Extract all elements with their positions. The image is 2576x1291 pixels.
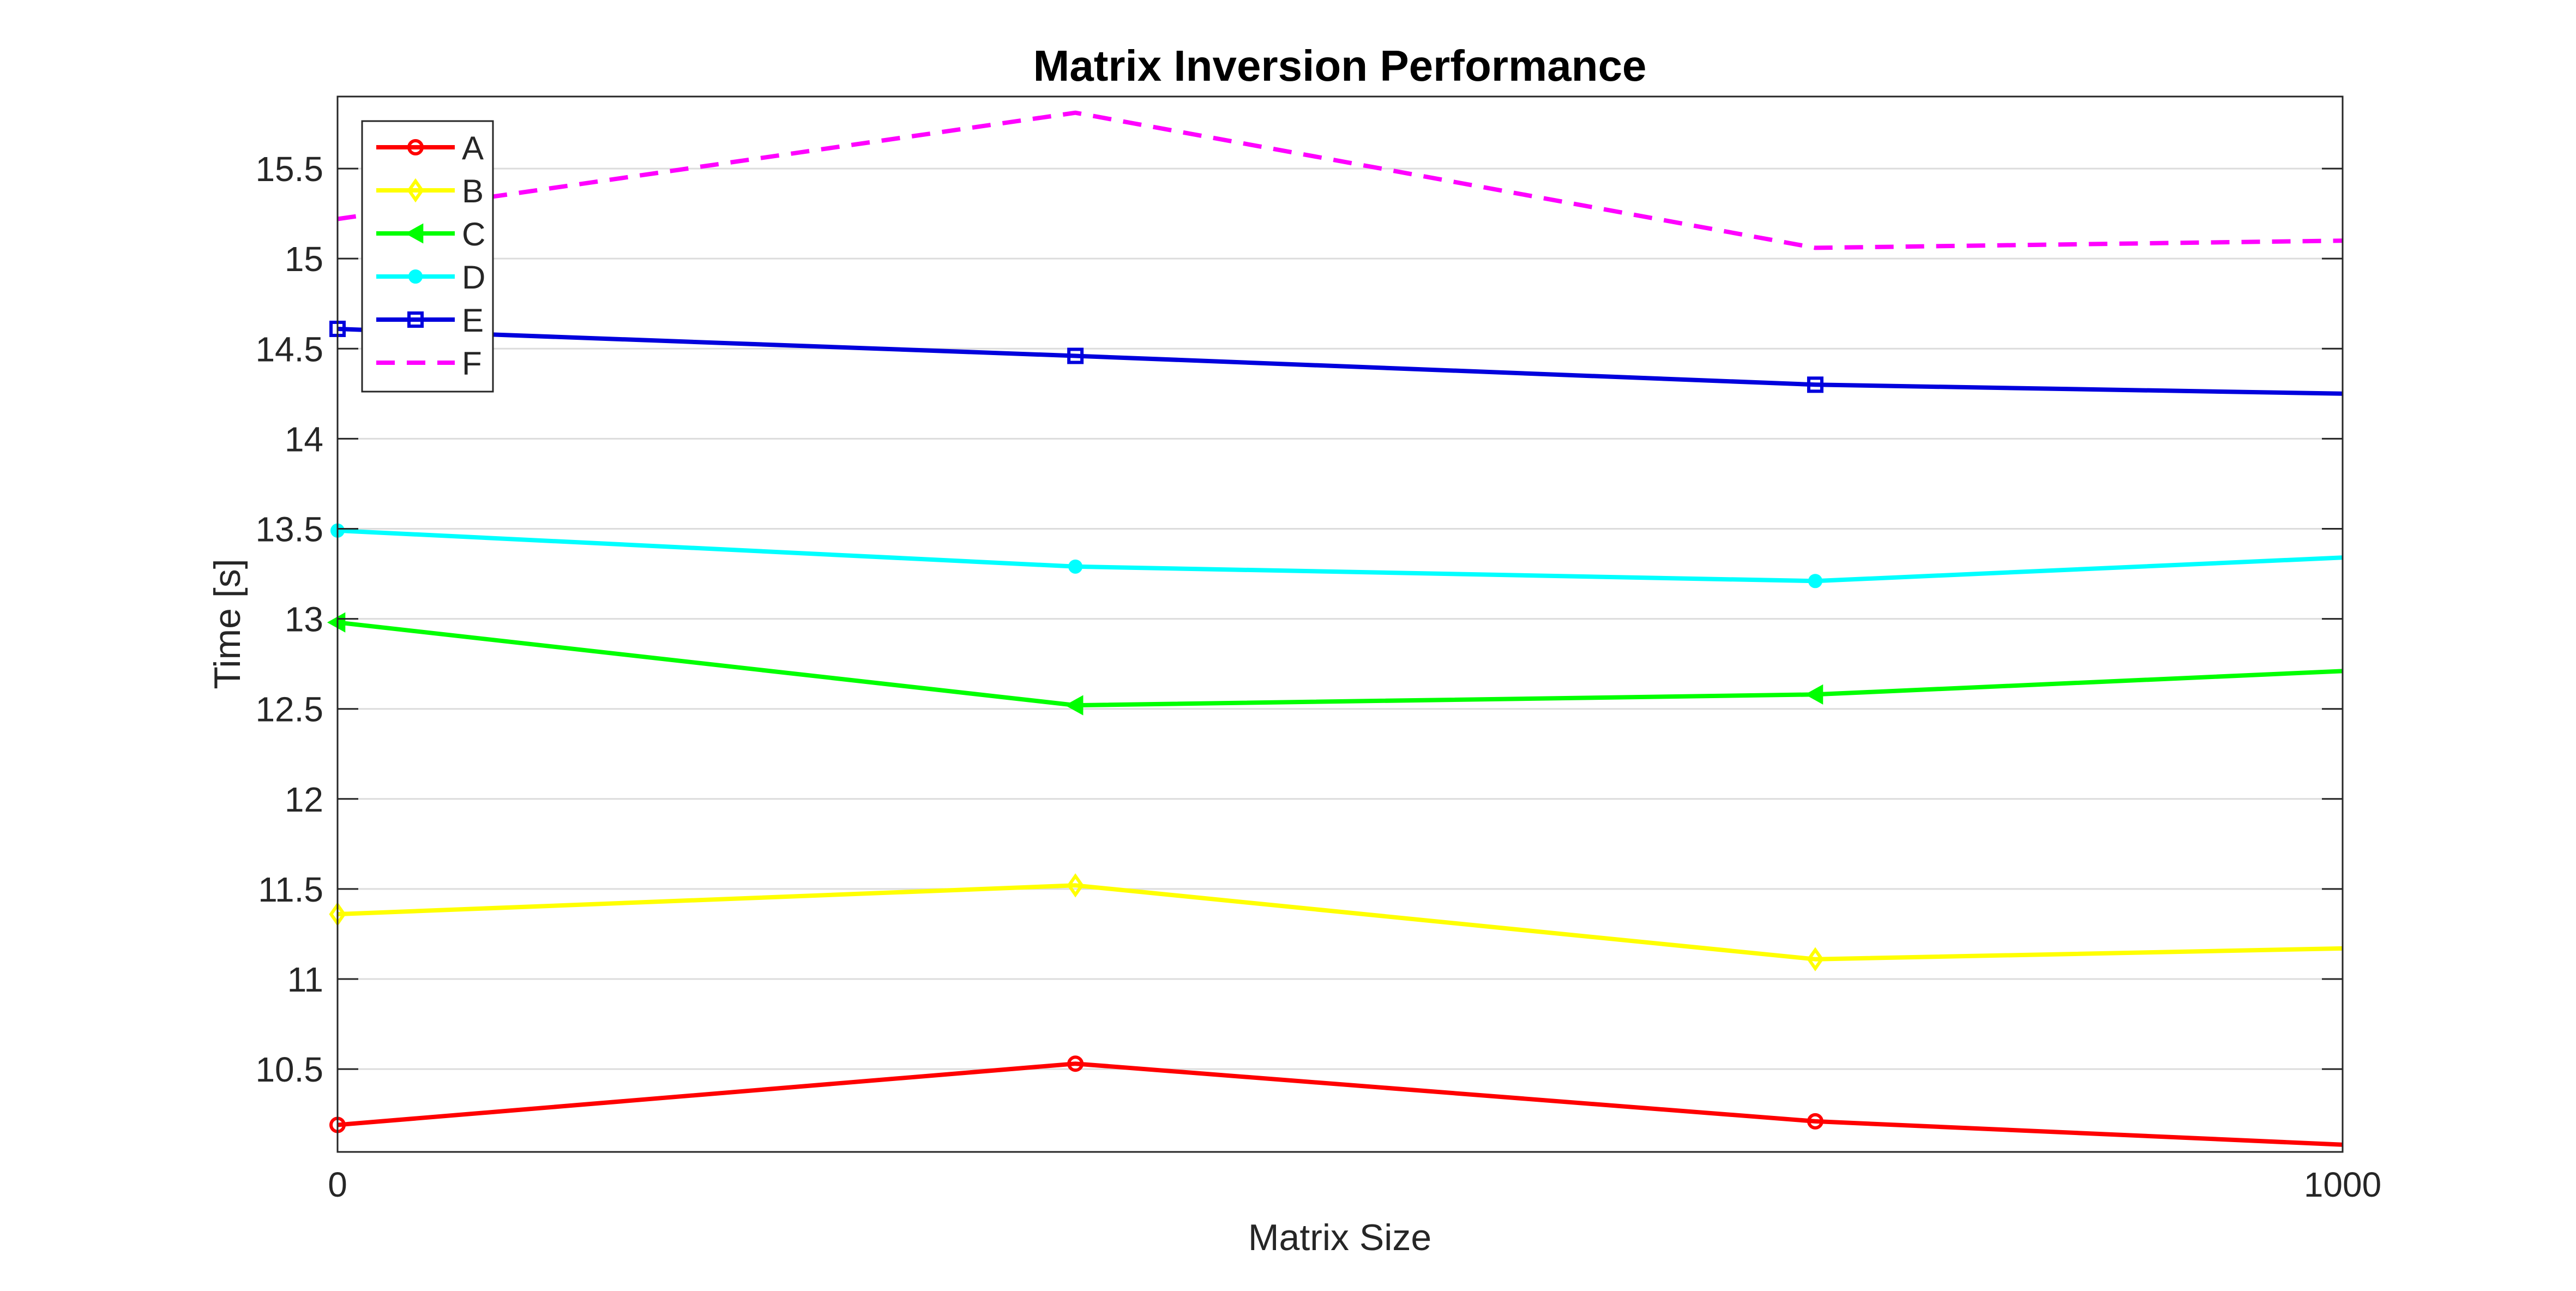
x-tick-label: 0 (328, 1165, 347, 1204)
plot-frame (336, 95, 2344, 1153)
legend-marker-A (407, 139, 424, 155)
legend-label-E: E (462, 302, 484, 339)
x-axis-label: Matrix Size (1248, 1217, 1431, 1258)
data-point-E (1067, 347, 1084, 364)
legend-label-F: F (462, 345, 482, 382)
y-tick-label: 11.5 (258, 870, 323, 909)
y-tick-label: 15 (285, 239, 323, 279)
y-tick-label: 14.5 (255, 329, 323, 369)
data-point-B (1067, 873, 1084, 898)
y-tick-label: 12.5 (255, 690, 323, 729)
x-tick-label: 1000 (2304, 1165, 2381, 1204)
series-line-A (337, 1061, 2343, 1147)
y-tick-label: 10.5 (255, 1050, 323, 1089)
y-tick-label: 11 (287, 960, 323, 999)
series-line-B (337, 883, 2343, 962)
legend-marker-B (407, 178, 424, 203)
series-line-F (337, 110, 2343, 250)
series-line-D (337, 528, 2343, 584)
legend-label-D: D (462, 259, 485, 296)
grid-lines (338, 167, 2343, 1070)
series-line-C (337, 620, 2343, 708)
data-point-D (1808, 574, 1822, 589)
y-tick-label: 12 (285, 780, 323, 819)
data-point-A (1807, 1113, 1823, 1130)
y-axis-label: Time [s] (207, 559, 248, 689)
legend-marker-C (405, 223, 424, 244)
chart-title: Matrix Inversion Performance (1033, 41, 1647, 90)
y-tick-label: 15.5 (255, 149, 323, 189)
data-point-D (1068, 559, 1083, 574)
legend-label-A: A (462, 130, 484, 166)
legend-label-B: B (462, 173, 484, 209)
legend-marker-E (407, 311, 424, 328)
data-point-C (1804, 684, 1823, 705)
legend-box (361, 120, 494, 393)
series-line-E (337, 327, 2343, 396)
y-tick-label: 13 (285, 600, 323, 639)
data-point-A (1067, 1055, 1084, 1072)
data-point-C (1065, 695, 1084, 716)
axis-ticks: 10.5 11 11.5 12 12.5 13 13.5 14 14.5 15 15.5 0 1000 (255, 149, 2381, 1204)
plot-area-background (338, 97, 2343, 1152)
y-tick-label: 14 (285, 419, 323, 459)
legend-label-C: C (462, 216, 485, 253)
data-point-B (1807, 947, 1824, 971)
y-tick-label: 13.5 (255, 509, 323, 549)
legend-marker-D (408, 269, 423, 284)
data-point-E (1807, 376, 1823, 393)
series-lines (327, 110, 2343, 1147)
